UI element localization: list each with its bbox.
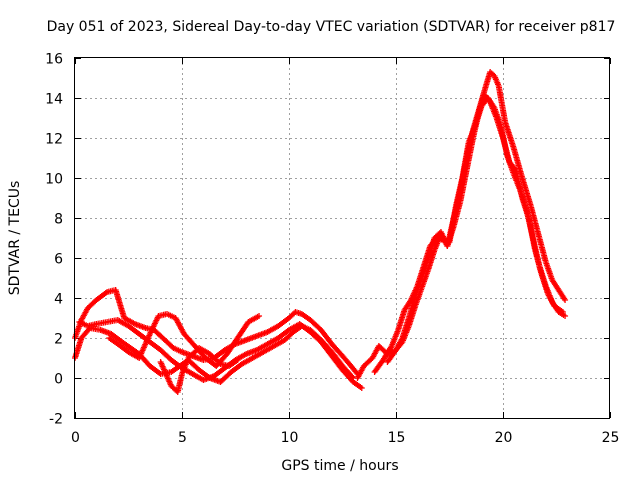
plot-frame [74, 57, 610, 419]
x-axis-label: GPS time / hours [281, 458, 398, 474]
series-track-a [72, 287, 361, 377]
x-tick-label: 20 [495, 430, 513, 446]
data-point [102, 290, 109, 296]
y-tick-label: 8 [54, 212, 63, 228]
y-tick-label: 10 [45, 172, 63, 188]
data-point [559, 309, 566, 315]
x-tick-label: 0 [71, 430, 80, 446]
y-tick-label: 0 [54, 372, 63, 388]
data-markers [72, 69, 569, 395]
series-track-e [157, 345, 241, 395]
series-track-c [76, 317, 365, 391]
y-axis-label: SDTVAR / TECUs [7, 181, 23, 296]
x-tick-label: 5 [178, 430, 187, 446]
y-tick-label: 12 [45, 132, 63, 148]
y-tick-label: 14 [45, 92, 63, 108]
x-tick-label: 15 [388, 430, 406, 446]
data-point [358, 385, 365, 391]
data-point [562, 297, 569, 303]
data-point [562, 313, 569, 319]
x-tick-label: 10 [281, 430, 299, 446]
chart-title: Day 051 of 2023, Sidereal Day-to-day VTE… [47, 19, 616, 35]
y-tick-label: 16 [45, 52, 63, 68]
y-tick-label: 6 [54, 252, 63, 268]
series-track-f [354, 69, 569, 381]
x-tick-label: 25 [602, 430, 620, 446]
y-tick-label: 4 [54, 292, 63, 308]
tick-labels: 0 5 10 15 20 25 -2 0 2 4 6 8 10 12 14 16 [45, 52, 619, 447]
data-point [256, 313, 263, 319]
series-track-h [384, 91, 566, 365]
y-tick-label: 2 [54, 332, 63, 348]
y-tick-label: -2 [49, 412, 63, 428]
data-point [234, 357, 241, 363]
